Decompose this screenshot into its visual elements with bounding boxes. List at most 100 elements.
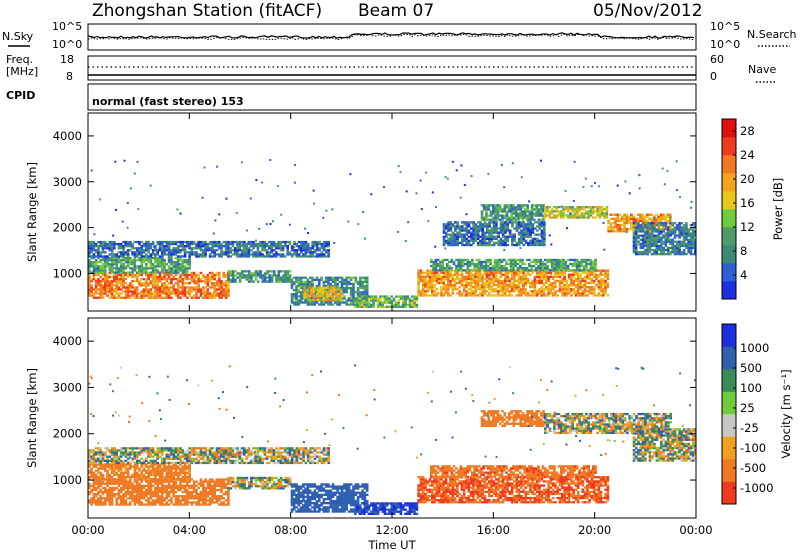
- heatmap-cell: [286, 274, 290, 277]
- heatmap-cell: [516, 267, 520, 270]
- heatmap-cell: [588, 271, 591, 274]
- heatmap-cell: [632, 223, 635, 227]
- heatmap-cell: [488, 233, 491, 236]
- heatmap-cell: [520, 233, 523, 236]
- heatmap-cell: [165, 240, 169, 244]
- heatmap-cell: [492, 212, 495, 215]
- heatmap-cell: [545, 273, 548, 276]
- heatmap-cell: [687, 232, 690, 235]
- heatmap-cell: [317, 298, 320, 302]
- heatmap-cell: [641, 219, 645, 223]
- heatmap-cell: [190, 280, 194, 283]
- heatmap-cell: [192, 273, 196, 277]
- heatmap-cell: [204, 296, 207, 299]
- heatmap-cell: [506, 235, 510, 238]
- heatmap-cell: [167, 253, 171, 256]
- heatmap-cell: [570, 288, 573, 291]
- heatmap-cell: [161, 278, 164, 281]
- heatmap-cell: [492, 281, 496, 285]
- heatmap-cell: [496, 208, 500, 211]
- heatmap-cell: [463, 223, 466, 226]
- heatmap-cell: [179, 275, 182, 279]
- heatmap-cell: [481, 239, 484, 242]
- heatmap-cell: [569, 214, 572, 217]
- heatmap-cell: [660, 222, 663, 225]
- heatmap-cell: [673, 226, 677, 229]
- heatmap-cell: [167, 290, 171, 293]
- heatmap-cell: [451, 160, 454, 163]
- heatmap-cell: [513, 221, 516, 224]
- heatmap-cell: [190, 288, 194, 291]
- heatmap-cell: [592, 294, 596, 297]
- heatmap-cell: [440, 271, 443, 274]
- heatmap-cell: [467, 284, 471, 287]
- heatmap-cell: [604, 292, 607, 295]
- heatmap-cell: [660, 238, 663, 241]
- heatmap-cell: [632, 244, 636, 248]
- heatmap-cell: [546, 210, 549, 213]
- heatmap-cell: [327, 301, 330, 304]
- heatmap-cell: [231, 253, 235, 256]
- heatmap-cell: [188, 273, 191, 277]
- heatmap-cell: [363, 286, 367, 290]
- heatmap-cell: [312, 286, 316, 289]
- heatmap-cell: [108, 267, 112, 270]
- heatmap-cell: [183, 290, 187, 293]
- heatmap-cell: [161, 247, 164, 250]
- heatmap-cell: [547, 288, 550, 291]
- heatmap-cell: [616, 215, 620, 218]
- heatmap-cell: [133, 255, 137, 258]
- heatmap-cell: [589, 214, 593, 217]
- heatmap-cell: [138, 269, 141, 272]
- heatmap-cell: [616, 217, 620, 220]
- heatmap-cell: [434, 269, 438, 272]
- heatmap-cell: [421, 284, 425, 287]
- heatmap-cell: [292, 276, 296, 279]
- heatmap-cell: [496, 204, 500, 207]
- heatmap-cell: [138, 271, 141, 275]
- heatmap-cell: [359, 276, 362, 279]
- heatmap-cell: [562, 216, 565, 219]
- heatmap-cell: [126, 273, 130, 277]
- heatmap-cell: [641, 213, 645, 216]
- heatmap-cell: [199, 245, 203, 248]
- heatmap-cell: [349, 297, 353, 300]
- heatmap-cell: [679, 195, 681, 198]
- heatmap-cell: [589, 269, 593, 272]
- heatmap-cell: [614, 226, 617, 229]
- heatmap-cell: [147, 284, 150, 287]
- heatmap-cell: [238, 253, 242, 256]
- heatmap-cell: [682, 228, 686, 231]
- heatmap-cell: [181, 265, 185, 268]
- heatmap-cell: [321, 294, 325, 297]
- heatmap-cell: [250, 276, 253, 279]
- heatmap-cell: [476, 273, 480, 276]
- heatmap-cell: [465, 284, 468, 287]
- heatmap-cell: [470, 231, 473, 234]
- heatmap-cell: [589, 260, 593, 264]
- heatmap-cell: [591, 260, 595, 264]
- heatmap-cell: [88, 280, 91, 283]
- heatmap-cell: [433, 277, 436, 281]
- heatmap-cell: [512, 258, 515, 262]
- heatmap-cell: [454, 237, 457, 240]
- heatmap-cell: [486, 235, 489, 238]
- heatmap-cell: [145, 255, 148, 258]
- heatmap-cell: [501, 221, 505, 224]
- heatmap-cell: [492, 221, 496, 224]
- heatmap-cell: [167, 265, 171, 268]
- heatmap-cell: [657, 230, 661, 233]
- heatmap-cell: [666, 247, 669, 250]
- heatmap-cell: [558, 273, 562, 276]
- heatmap-cell: [156, 278, 159, 281]
- heatmap-cell: [316, 253, 319, 256]
- heatmap-cell: [542, 284, 546, 287]
- heatmap-cell: [181, 255, 185, 258]
- heatmap-cell: [680, 230, 684, 233]
- heatmap-cell: [322, 255, 326, 258]
- heatmap-cell: [224, 245, 228, 248]
- heatmap-cell: [508, 286, 512, 289]
- heatmap-cell: [639, 246, 643, 250]
- heatmap-cell: [133, 273, 137, 277]
- heatmap-cell: [497, 284, 500, 287]
